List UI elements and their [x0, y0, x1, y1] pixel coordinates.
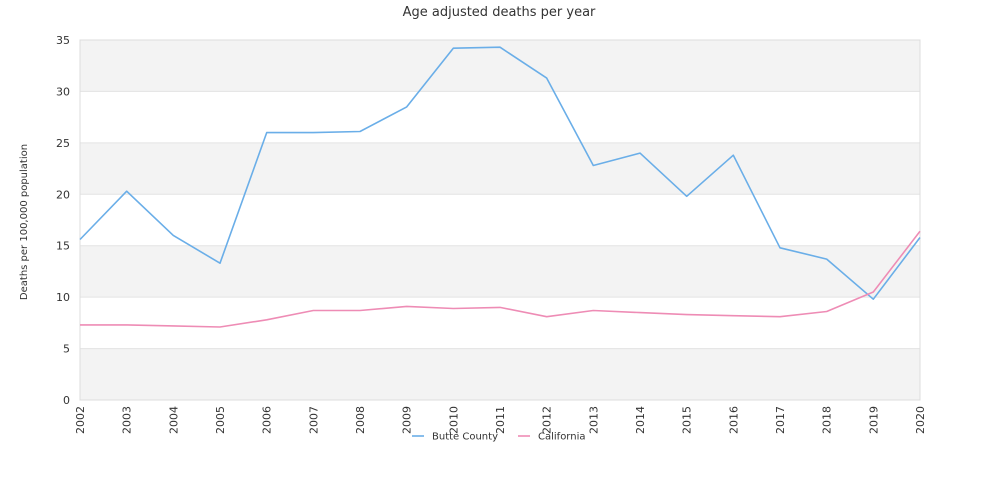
x-tick-label: 2015: [681, 406, 694, 434]
x-tick-label: 2007: [307, 406, 320, 434]
x-tick-label: 2013: [587, 406, 600, 434]
y-tick-label: 25: [56, 137, 70, 150]
y-tick-label: 0: [63, 394, 70, 407]
x-tick-label: 2004: [167, 406, 180, 434]
background-bands: [80, 40, 920, 400]
x-tick-label: 2018: [821, 406, 834, 434]
legend-label: California: [538, 432, 586, 443]
background-band: [80, 348, 920, 400]
y-tick-label: 20: [56, 188, 70, 201]
x-tick-label: 2006: [261, 406, 274, 434]
background-band: [80, 245, 920, 298]
x-axis: 2002 2003 2004 2005 2006 2007 2008 2009 2010 2011…: [74, 406, 927, 434]
background-band: [80, 40, 920, 92]
background-band: [80, 297, 920, 349]
x-tick-label: 2016: [727, 406, 740, 434]
x-tick-label: 2020: [914, 406, 927, 434]
x-tick-label: 2009: [401, 406, 414, 434]
y-tick-label: 10: [56, 291, 70, 304]
x-tick-label: 2003: [121, 406, 134, 434]
x-tick-label: 2014: [634, 406, 647, 434]
x-tick-label: 2010: [447, 406, 460, 434]
y-tick-label: 5: [63, 343, 70, 356]
x-tick-label: 2011: [494, 406, 507, 434]
y-tick-label: 35: [56, 34, 70, 47]
series-line-butte-county: [79, 46, 921, 300]
chart-title: Age adjusted deaths per year: [403, 5, 596, 20]
background-band: [80, 91, 920, 143]
x-tick-label: 2002: [74, 406, 87, 434]
x-tick-label: 2008: [354, 406, 367, 434]
legend: Butte County California: [412, 432, 586, 443]
plot-frame: [79, 39, 921, 401]
y-tick-label: 30: [56, 85, 70, 98]
x-tick-label: 2017: [774, 406, 787, 434]
series-lines: [79, 46, 921, 328]
y-axis-label: Deaths per 100,000 population: [19, 144, 30, 300]
series-line-california: [80, 230, 921, 328]
legend-label: Butte County: [432, 432, 498, 443]
background-band: [80, 142, 920, 195]
x-tick-label: 2005: [214, 406, 227, 434]
y-tick-label: 15: [56, 240, 70, 253]
y-axis: 0 5 10 15 20 25 30 35: [56, 34, 70, 407]
x-tick-label: 2019: [867, 406, 880, 434]
x-tick-label: 2012: [541, 406, 554, 434]
background-band: [80, 194, 920, 246]
